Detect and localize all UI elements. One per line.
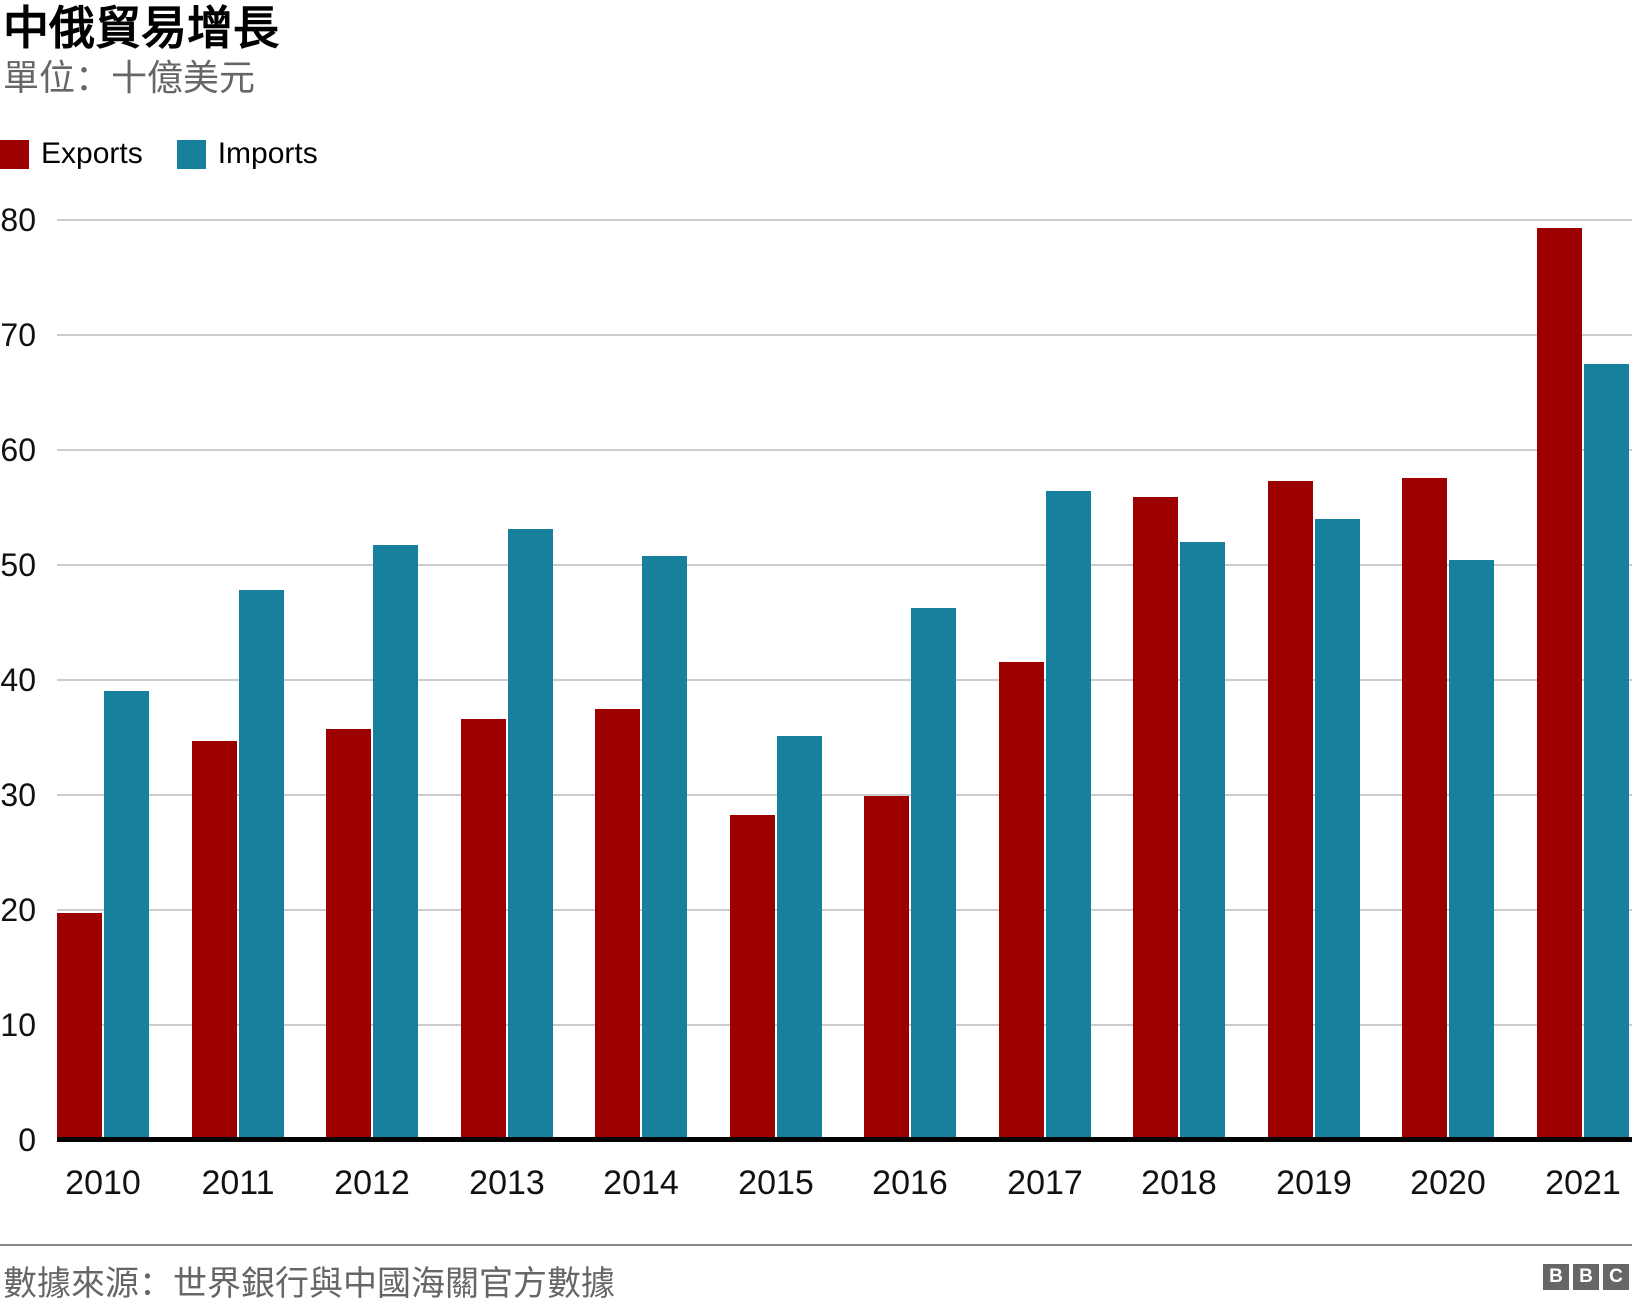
bar-imports-2011 — [239, 590, 284, 1140]
page-subtitle: 單位：十億美元 — [3, 57, 256, 98]
footer-divider — [0, 1244, 1632, 1246]
legend-item-imports: Imports — [176, 137, 318, 171]
x-axis-label-2021: 2021 — [1545, 1164, 1621, 1202]
bbc-logo-letter: C — [1603, 1264, 1629, 1290]
y-axis-label-70: 70 — [0, 317, 36, 353]
bar-imports-2013 — [508, 529, 553, 1140]
bar-exports-2015 — [730, 815, 775, 1140]
bar-imports-2010 — [104, 691, 149, 1140]
bar-exports-2010 — [57, 913, 102, 1140]
bar-exports-2017 — [999, 662, 1044, 1140]
bar-exports-2018 — [1133, 497, 1178, 1140]
bbc-logo: B B C — [1543, 1264, 1629, 1290]
gridline-30 — [57, 794, 1632, 796]
bar-imports-2017 — [1046, 491, 1091, 1140]
bar-imports-2012 — [373, 545, 418, 1140]
bbc-logo-letter: B — [1543, 1264, 1569, 1290]
legend: Exports Imports — [0, 137, 318, 171]
bar-imports-2019 — [1315, 519, 1360, 1140]
gridline-20 — [57, 909, 1632, 911]
x-axis-label-2010: 2010 — [65, 1164, 141, 1202]
bar-imports-2020 — [1449, 560, 1494, 1140]
y-axis-label-50: 50 — [0, 547, 36, 583]
exports-swatch-icon — [0, 139, 29, 169]
bar-exports-2021 — [1537, 228, 1582, 1140]
y-axis-label-40: 40 — [0, 662, 36, 698]
bar-imports-2016 — [911, 608, 956, 1140]
x-axis-label-2017: 2017 — [1007, 1164, 1083, 1202]
bar-exports-2013 — [461, 719, 506, 1140]
y-axis-label-20: 20 — [0, 892, 36, 928]
x-axis-line — [57, 1137, 1632, 1142]
legend-item-exports: Exports — [0, 137, 143, 171]
y-axis-label-0: 0 — [18, 1122, 36, 1158]
imports-swatch-icon — [176, 139, 206, 169]
x-axis-label-2011: 2011 — [201, 1164, 275, 1202]
gridline-80 — [57, 219, 1632, 221]
gridline-40 — [57, 679, 1632, 681]
x-axis-label-2015: 2015 — [738, 1164, 814, 1202]
gridline-10 — [57, 1024, 1632, 1026]
y-axis-label-80: 80 — [0, 202, 36, 238]
bar-exports-2019 — [1268, 481, 1313, 1140]
x-axis-label-2013: 2013 — [469, 1164, 545, 1202]
x-axis-label-2020: 2020 — [1410, 1164, 1486, 1202]
bar-exports-2011 — [192, 741, 237, 1140]
bar-imports-2018 — [1180, 542, 1225, 1140]
legend-label-exports: Exports — [41, 137, 143, 170]
bar-imports-2014 — [642, 556, 687, 1140]
page-title: 中俄貿易增長 — [3, 2, 279, 54]
bar-imports-2015 — [777, 736, 822, 1140]
y-axis-label-30: 30 — [0, 777, 36, 813]
legend-label-imports: Imports — [217, 137, 318, 170]
gridline-50 — [57, 564, 1632, 566]
bar-exports-2014 — [595, 709, 640, 1140]
bbc-logo-letter: B — [1573, 1264, 1599, 1290]
y-axis-label-10: 10 — [0, 1007, 36, 1043]
bar-exports-2012 — [326, 729, 371, 1140]
y-axis-label-60: 60 — [0, 432, 36, 468]
x-axis-label-2019: 2019 — [1276, 1164, 1352, 1202]
x-axis-label-2012: 2012 — [334, 1164, 410, 1202]
bar-exports-2016 — [864, 796, 909, 1140]
bar-imports-2021 — [1584, 364, 1629, 1140]
x-axis-label-2018: 2018 — [1141, 1164, 1217, 1202]
gridline-70 — [57, 334, 1632, 336]
gridline-60 — [57, 449, 1632, 451]
bar-exports-2020 — [1402, 478, 1447, 1140]
x-axis-label-2014: 2014 — [603, 1164, 679, 1202]
x-axis-label-2016: 2016 — [872, 1164, 948, 1202]
source-note: 數據來源：世界銀行與中國海關官方數據 — [3, 1265, 615, 1302]
